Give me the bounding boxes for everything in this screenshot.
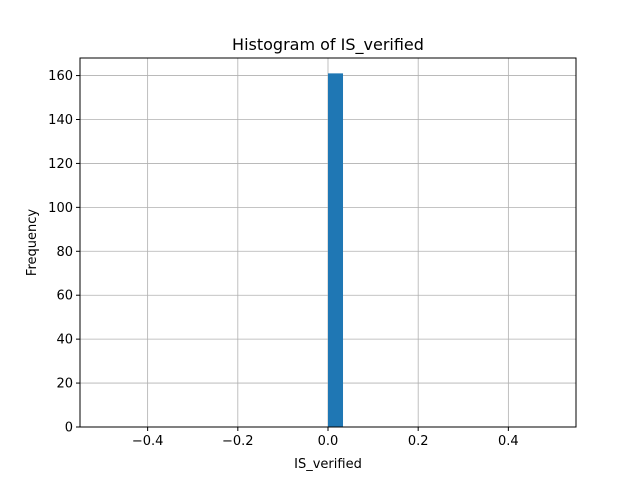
y-tick-label: 80 <box>56 245 73 260</box>
y-tick-label: 160 <box>48 69 73 84</box>
chart-title: Histogram of IS_verified <box>232 35 424 55</box>
histogram-bar <box>328 73 344 427</box>
y-tick-label: 120 <box>48 157 73 172</box>
y-tick-label: 60 <box>56 289 73 304</box>
y-tick-label: 140 <box>48 113 73 128</box>
y-tick-label: 20 <box>56 377 73 392</box>
x-tick-label: −0.4 <box>132 434 164 449</box>
y-tick-label: 100 <box>48 201 73 216</box>
x-tick-label: 0.2 <box>408 434 429 449</box>
histogram-bars <box>328 73 344 427</box>
y-axis-label: Frequency <box>25 209 40 276</box>
x-tick-label: 0.4 <box>498 434 519 449</box>
x-axis-label: IS_verified <box>294 457 362 472</box>
y-tick-label: 0 <box>65 421 73 436</box>
x-tick-label: −0.2 <box>222 434 254 449</box>
y-tick-label: 40 <box>56 333 73 348</box>
x-tick-label: 0.0 <box>318 434 339 449</box>
y-axis-ticks: 0 20 40 60 80 100 120 140 160 <box>48 69 80 436</box>
x-axis-ticks: −0.4 −0.2 0.0 0.2 0.4 <box>132 427 519 449</box>
